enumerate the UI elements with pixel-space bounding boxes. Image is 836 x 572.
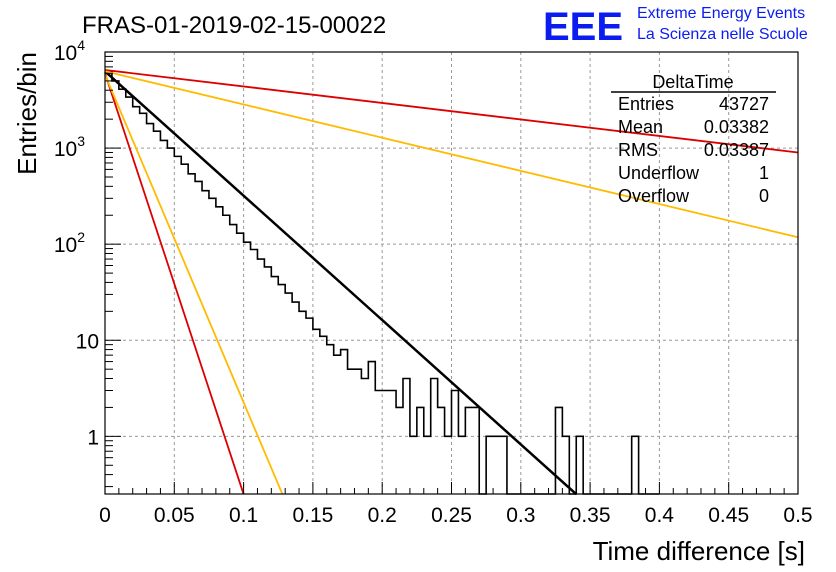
x-tick-label: 0.3	[506, 504, 535, 527]
chart-title: FRAS-01-2019-02-15-00022	[82, 12, 386, 39]
stats-label: Mean	[618, 117, 663, 137]
stats-rows: Entries 43727 Mean 0.03382 RMS 0.03387Underfl…	[618, 94, 769, 206]
series-line-5	[104, 74, 284, 495]
x-tick-label: 0.05	[154, 504, 195, 527]
stats-value: 1	[759, 163, 769, 183]
y-tick-label: 103	[54, 133, 85, 161]
x-tick-label: 0.2	[368, 504, 397, 527]
series-line-3	[104, 70, 799, 239]
stats-value: 0	[759, 186, 769, 206]
series-line-1	[104, 70, 578, 496]
logo-line-1: Extreme Energy Events	[637, 5, 805, 22]
series-line-2	[104, 69, 799, 154]
stats-value: 0.03382	[704, 117, 769, 137]
stats-name: DeltaTime	[652, 72, 733, 92]
stats-value: 43727	[719, 94, 769, 114]
x-tick-label: 0.1	[229, 504, 258, 527]
x-tick-label: 0.15	[292, 504, 333, 527]
x-tick-label: 0.25	[431, 504, 472, 527]
stats-label: RMS	[618, 140, 658, 160]
logo-letters: EEE	[543, 5, 623, 49]
stats-label: Overflow	[618, 186, 690, 206]
x-tick-label: 0.45	[708, 504, 749, 527]
x-axis-title: Time difference [s]	[593, 536, 805, 566]
x-ticks: 0 0.05 0.1 0.15 0.2 0.25 0.3 0.35 0.4 0.45 0.5	[99, 482, 813, 527]
y-ticks: 1 10 102 103 104	[54, 37, 121, 488]
eee-logo: EEE Extreme Energy Events La Scienza nel…	[543, 5, 808, 49]
stats-box: DeltaTime Entries 43727 Mean 0.03382 RMS 0.03…	[611, 72, 776, 206]
stats-value: 0.03387	[704, 140, 769, 160]
series-line-4	[104, 73, 245, 495]
x-tick-label: 0.35	[570, 504, 611, 527]
y-tick-label: 104	[54, 37, 85, 65]
y-tick-label: 10	[76, 330, 99, 353]
x-tick-label: 0.5	[783, 504, 812, 527]
x-tick-label: 0	[99, 504, 111, 527]
y-axis-title: Entries/bin	[12, 52, 42, 175]
y-tick-label: 1	[87, 426, 99, 449]
logo-line-2: La Scienza nelle Scuole	[637, 26, 808, 43]
y-tick-label: 102	[54, 229, 85, 257]
x-tick-label: 0.4	[645, 504, 675, 527]
fit-lines	[104, 69, 799, 496]
stats-label: Entries	[618, 94, 674, 114]
stats-label: Underflow	[618, 163, 700, 183]
